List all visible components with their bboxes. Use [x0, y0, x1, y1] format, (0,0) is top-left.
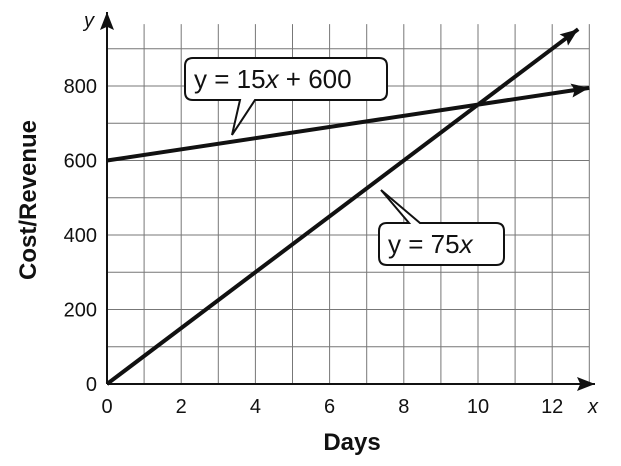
x-axis-variable: x [587, 396, 599, 418]
y-tick-label: 600 [64, 151, 97, 173]
y-axis-arrowhead [100, 12, 114, 30]
y-tick-label: 400 [64, 225, 97, 247]
series-1-eq-prefix: y = 15 [194, 64, 266, 94]
series-2-line [105, 27, 580, 386]
svg-text:y = 15x + 600: y = 15x + 600 [194, 64, 352, 94]
x-tick-label: 6 [324, 396, 335, 418]
series-2-callout: y = 75x [378, 189, 505, 266]
series-2-eq-var: x [458, 229, 474, 259]
axes [100, 12, 595, 391]
x-tick-label: 0 [101, 396, 112, 418]
series-group [105, 27, 590, 386]
x-tick-label: 12 [541, 396, 563, 418]
series-2-line-arrowhead [559, 29, 579, 46]
series-2-eq-prefix: y = 75 [388, 229, 460, 259]
x-tick-label: 10 [467, 396, 489, 418]
svg-text:y = 75x: y = 75x [388, 229, 474, 259]
x-axis-arrowhead [577, 377, 595, 391]
grid [107, 24, 590, 384]
x-tick-label: 4 [250, 396, 261, 418]
tick-labels: x y 0 2 4 6 8 10 12 0 200 400 600 800 [64, 10, 599, 418]
y-tick-label: 0 [86, 374, 97, 396]
y-axis-label: Cost/Revenue [15, 120, 42, 280]
x-tick-label: 8 [398, 396, 409, 418]
y-tick-label: 800 [64, 76, 97, 98]
series-1-eq-suffix: + 600 [279, 64, 352, 94]
y-axis-variable: y [82, 10, 95, 32]
series-1-callout: y = 15x + 600 [184, 57, 388, 136]
series-1-line [106, 85, 590, 163]
x-axis-label: Days [323, 429, 380, 456]
series-1-eq-var: x [264, 64, 280, 94]
y-tick-label: 200 [64, 300, 97, 322]
x-tick-label: 2 [176, 396, 187, 418]
series-1-line-arrowhead [570, 83, 590, 98]
